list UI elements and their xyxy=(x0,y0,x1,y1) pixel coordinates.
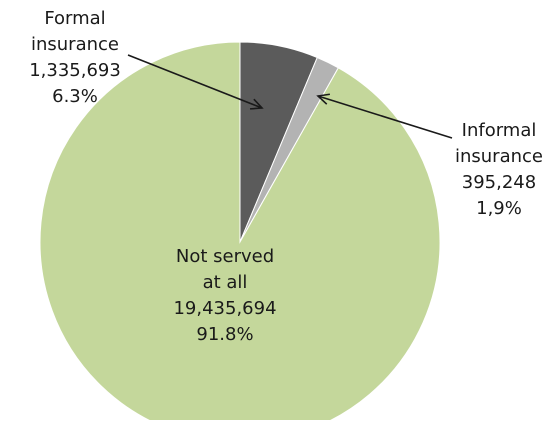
slice-percent-not-served: 91.8% xyxy=(196,324,254,345)
slice-label-formal-line2: insurance xyxy=(30,34,119,55)
slice-label-informal-insurance: Informal insurance 395,248 1,9% xyxy=(440,118,558,222)
pie-slices xyxy=(39,41,441,424)
slice-percent-formal: 6.3% xyxy=(52,86,98,107)
slice-label-not-served-line2: at all xyxy=(202,272,248,293)
arrow-informal-insurance xyxy=(316,93,453,139)
slice-label-formal-insurance: Formal insurance 1,335,693 6.3% xyxy=(0,6,150,110)
slice-value-formal: 1,335,693 xyxy=(29,60,121,81)
label-arrows xyxy=(127,54,453,139)
pie-slice-not-served xyxy=(39,41,441,424)
slice-label-formal-line1: Formal xyxy=(44,8,106,29)
slice-value-not-served: 19,435,694 xyxy=(173,298,277,319)
slice-percent-informal: 1,9% xyxy=(476,198,522,219)
slice-value-informal: 395,248 xyxy=(461,172,537,193)
slice-label-not-served-line1: Not served xyxy=(175,246,275,267)
slice-label-informal-line2: insurance xyxy=(454,146,543,167)
slice-label-not-served: Not served at all 19,435,694 91.8% xyxy=(140,244,310,348)
slice-label-informal-line1: Informal xyxy=(461,120,537,141)
arrow-formal-insurance xyxy=(127,54,264,110)
